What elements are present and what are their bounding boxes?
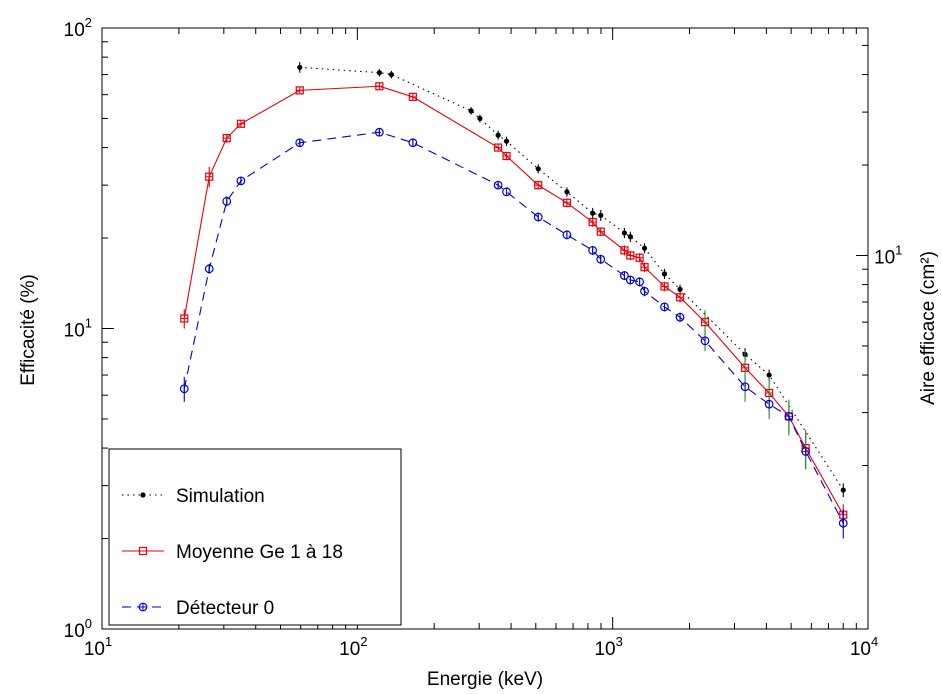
legend-entry: Simulation	[122, 486, 265, 507]
legend-entry: Moyenne Ge 1 à 18	[122, 542, 343, 563]
x-tick-label: 101	[84, 634, 112, 660]
series-line	[299, 66, 844, 491]
series-0	[297, 62, 846, 497]
y-tick-label: 100	[64, 616, 92, 642]
legend: Simulation Moyenne Ge 1 à 18 Détecteur 0	[108, 448, 402, 626]
x-tick-label-exponent: 4	[871, 634, 878, 649]
data-point	[621, 230, 628, 236]
data-point	[840, 487, 846, 493]
y-axis-label: Efficacité (%)	[18, 274, 39, 386]
y-tick-label-exponent: 0	[85, 616, 92, 631]
legend-entries: Simulation Moyenne Ge 1 à 18 Détecteur 0	[122, 486, 343, 619]
x-tick-label: 104	[850, 634, 878, 660]
y-tick-label-exponent: 1	[85, 316, 92, 331]
legend-label: Détecteur 0	[176, 598, 274, 619]
data-point	[376, 70, 382, 76]
data-point	[766, 372, 772, 378]
legend-entry: Détecteur 0	[122, 598, 274, 619]
data-point	[495, 132, 501, 138]
data-point	[140, 492, 146, 498]
y-tick-label-base: 10	[64, 621, 85, 642]
y-tick-label-base: 10	[64, 321, 85, 342]
series-2	[179, 127, 848, 539]
y2-tick-label: 101	[874, 242, 902, 268]
data-point	[477, 115, 483, 122]
y2-tick-label-exponent: 1	[895, 242, 902, 257]
data-point	[468, 108, 474, 114]
x-tick-label-exponent: 3	[616, 634, 623, 649]
data-point	[535, 166, 541, 172]
y2-tick-label-base: 10	[874, 247, 895, 268]
series-layer	[179, 62, 848, 539]
data-point	[297, 64, 303, 70]
y-tick-label-exponent: 2	[85, 15, 92, 30]
data-point	[564, 189, 570, 195]
x-tick-label-base: 10	[84, 639, 105, 660]
data-point	[661, 271, 668, 277]
x-axis-label: Energie (keV)	[427, 669, 543, 690]
x-tick-label-base: 10	[850, 639, 871, 660]
x-tick-label: 103	[594, 634, 622, 660]
x-tick-label-exponent: 1	[105, 634, 112, 649]
data-point	[590, 210, 596, 216]
x-tick-label-base: 10	[594, 639, 615, 660]
data-point	[503, 138, 510, 144]
data-point	[598, 212, 604, 218]
x-tick-label: 102	[339, 634, 367, 660]
legend-label: Moyenne Ge 1 à 18	[176, 542, 343, 563]
data-point	[641, 245, 648, 251]
data-point	[677, 286, 683, 292]
y-tick-label-base: 10	[64, 20, 85, 41]
x-tick-label-exponent: 2	[360, 634, 367, 649]
data-point	[627, 234, 633, 240]
y2-axis-label: Aire efficace (cm²)	[918, 251, 939, 405]
data-point	[388, 71, 395, 78]
x-tick-label-base: 10	[339, 639, 360, 660]
y-tick-label: 102	[64, 15, 92, 41]
legend-label: Simulation	[176, 486, 265, 507]
y-tick-label: 101	[64, 316, 92, 342]
legend-box	[108, 448, 402, 626]
